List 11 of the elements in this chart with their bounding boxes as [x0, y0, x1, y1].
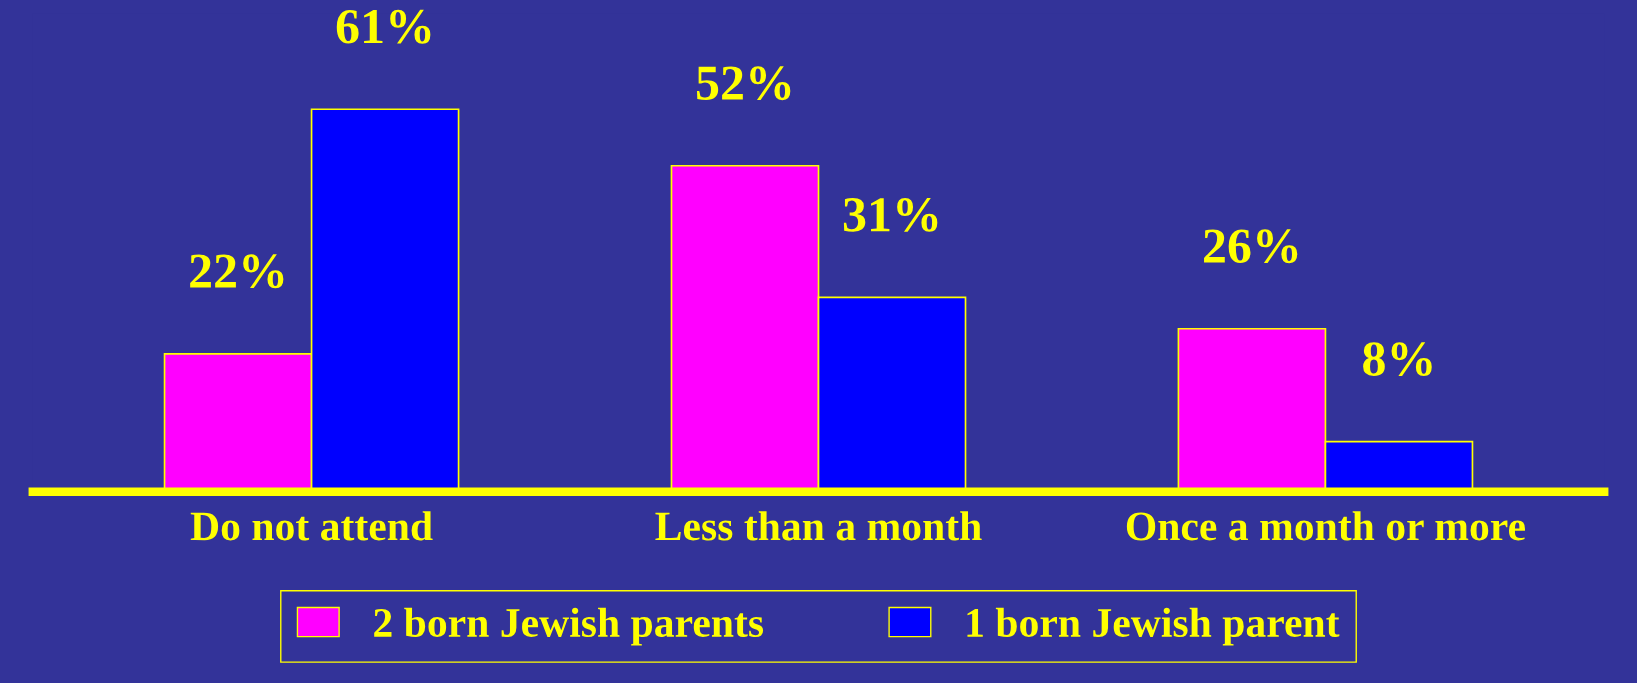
data-label: 22%: [190, 254, 284, 289]
data-label: 8%: [1363, 342, 1432, 377]
x-tick-label: Once a month or more: [1126, 511, 1525, 541]
legend-label: 2 born Jewish parents: [374, 607, 764, 646]
legend-label: 1 born Jewish parent: [967, 607, 1340, 646]
data-label: 61%: [336, 9, 431, 44]
x-tick-label: Less than a month: [655, 511, 982, 541]
data-label: 52%: [696, 66, 791, 101]
data-label: 26%: [1204, 229, 1298, 264]
x-tick-label: Do not attend: [190, 511, 433, 541]
data-label: 31%: [843, 197, 938, 232]
